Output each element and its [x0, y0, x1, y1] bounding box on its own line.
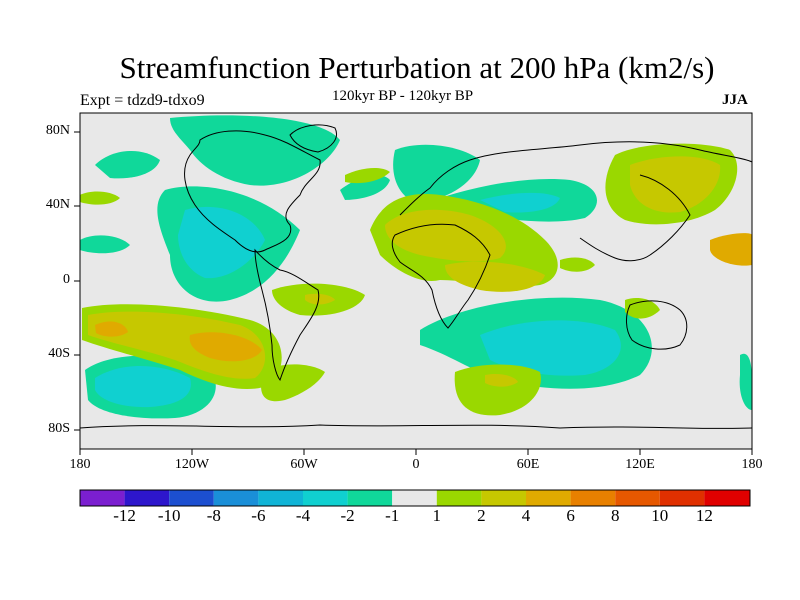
colorbar-label: -1 — [385, 506, 400, 525]
colorbar-box — [347, 490, 393, 506]
colorbar-label: -4 — [295, 506, 311, 525]
experiment-label: Expt = tdzd9-tdxo9 — [80, 92, 205, 109]
contour-fill — [710, 233, 752, 266]
greenland-coast — [289, 124, 337, 153]
colorbar-frame — [79, 489, 751, 507]
colorbar-box — [526, 490, 571, 506]
contour-fill — [340, 174, 390, 200]
north-america-coast — [184, 130, 321, 253]
season-label: JJA — [722, 92, 748, 108]
south-america-coast — [254, 248, 320, 382]
coastlines — [80, 124, 752, 429]
x-tick-label: 120W — [174, 457, 210, 472]
contour-fill — [189, 332, 262, 362]
contour-fill — [480, 192, 560, 213]
x-tick-label: 180 — [741, 457, 763, 472]
contour-fill — [80, 235, 130, 254]
y-tick-label: 40N — [45, 197, 70, 212]
colorbar-box — [124, 490, 170, 506]
contour-fill — [445, 261, 545, 292]
colorbar-label: 1 — [432, 506, 442, 525]
y-tick-label: 80N — [45, 123, 70, 138]
contour-fill — [739, 353, 752, 410]
colorbar-label: 6 — [566, 506, 575, 525]
y-tick-label: 0 — [63, 272, 70, 287]
contour-fill — [485, 373, 518, 387]
y-tick-label: 40S — [48, 346, 70, 361]
axis-ticks — [74, 131, 753, 455]
contour-fill — [480, 320, 621, 376]
africa-coast — [391, 223, 491, 329]
colorbar-box — [80, 490, 125, 506]
colorbar-box — [615, 490, 660, 506]
map-panel — [80, 113, 752, 449]
colorbar-label: 12 — [695, 506, 713, 525]
contour-fill — [88, 311, 266, 379]
contour-fill — [95, 366, 191, 408]
period-label: 120kyr BP - 120kyr BP — [332, 88, 474, 104]
plot-title: Streamfunction Perturbation at 200 hPa (… — [119, 50, 715, 85]
colorbar-box — [704, 490, 750, 506]
colorbar-label: 4 — [521, 506, 531, 525]
negative-anomaly-layer — [80, 115, 752, 419]
colorbar-box — [481, 490, 526, 506]
colorbar-box — [303, 490, 348, 506]
positive-anomaly-layer — [80, 143, 752, 416]
contour-fill — [345, 168, 390, 184]
contour-fill — [560, 257, 595, 272]
colorbar-box — [213, 490, 259, 506]
contour-fill — [178, 206, 265, 279]
contour-fill — [454, 364, 541, 416]
colorbar-label: 8 — [610, 506, 620, 525]
contour-fill — [80, 191, 120, 205]
eurasia-coast — [399, 141, 752, 262]
x-tick-label: 120E — [625, 457, 655, 472]
colorbar-label: -6 — [251, 506, 266, 525]
contour-fill — [95, 150, 160, 179]
y-tick-label: 80S — [48, 421, 70, 436]
colorbar-label: -8 — [206, 506, 221, 525]
contour-fill — [95, 321, 128, 337]
contour-fill — [170, 115, 340, 186]
x-tick-label: 60E — [516, 457, 540, 472]
contour-fill — [393, 144, 480, 201]
colorbar-box — [436, 490, 482, 506]
colorbar — [79, 489, 751, 507]
colorbar-label: -10 — [157, 506, 181, 525]
contour-fill — [305, 293, 335, 305]
x-tick-label: 180 — [69, 457, 91, 472]
x-tick-label: 60W — [290, 457, 318, 472]
x-tick-label: 0 — [412, 457, 420, 472]
antarctica-coast — [80, 424, 752, 429]
colorbar-box — [392, 490, 437, 506]
colorbar-box — [659, 490, 705, 506]
contour-fill — [385, 209, 506, 262]
australia-coast — [626, 300, 688, 350]
colorbar-box — [258, 490, 303, 506]
colorbar-label: -12 — [113, 506, 136, 525]
colorbar-label: -2 — [340, 506, 355, 525]
colorbar-label: 10 — [651, 506, 669, 525]
colorbar-label: 2 — [477, 506, 486, 525]
contour-fill — [630, 156, 721, 213]
colorbar-box — [570, 490, 616, 506]
colorbar-box — [169, 490, 214, 506]
